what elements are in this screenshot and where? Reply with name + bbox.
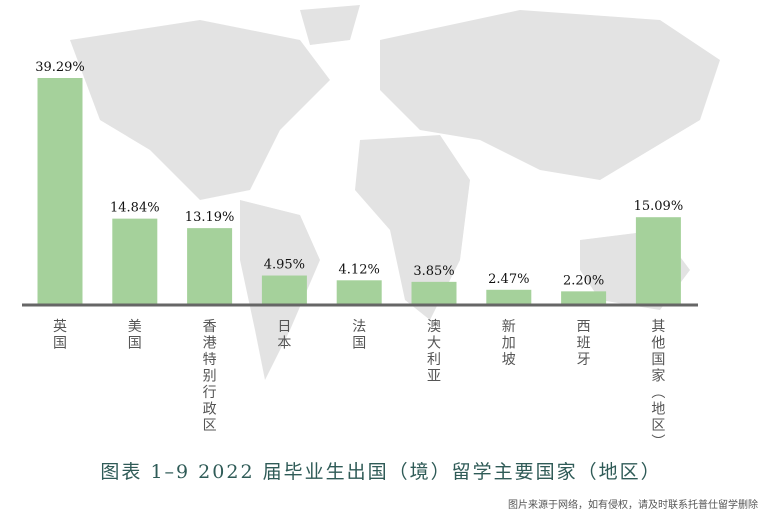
bar [37,78,83,304]
data-label: 39.29% [35,60,85,75]
bar [561,291,607,304]
data-label: 2.20% [563,273,604,288]
category-label: 新加坡 [502,319,516,368]
category-label: 香港特别行政区 [203,319,217,434]
category-label: 日本 [277,319,291,352]
bar [261,275,307,304]
world-map-background [70,5,720,380]
category-label: 其他国家︵地区︶ [651,319,665,450]
category-label: 澳大利亚 [427,319,441,385]
category-label: 英国 [53,318,67,352]
category-label: 西班牙 [577,319,591,368]
data-label: 14.84% [110,201,160,216]
category-label: 美国 [128,319,142,352]
data-label: 4.95% [264,258,305,273]
bar [411,281,457,304]
bar [336,280,382,304]
data-label: 3.85% [413,264,454,279]
category-label: 法国 [352,319,366,352]
watermark: 图片来源于网络，如有侵权，请及时联系托普仕留学删除 [508,500,758,511]
bar-chart: 39.29% 英国 14.84% 美国 13.19% 香港特别行政区 4.95% 日本 4.12… [22,5,720,450]
data-label: 4.12% [339,262,380,277]
bar [187,228,233,304]
bar [635,217,681,304]
data-label: 2.47% [488,272,529,287]
bar [112,218,158,304]
data-label: 13.19% [185,210,235,225]
data-label: 15.09% [634,199,684,214]
bar [486,289,532,304]
chart-caption: 图表 1–9 2022 届毕业生出国（境）留学主要国家（地区） [100,461,662,483]
